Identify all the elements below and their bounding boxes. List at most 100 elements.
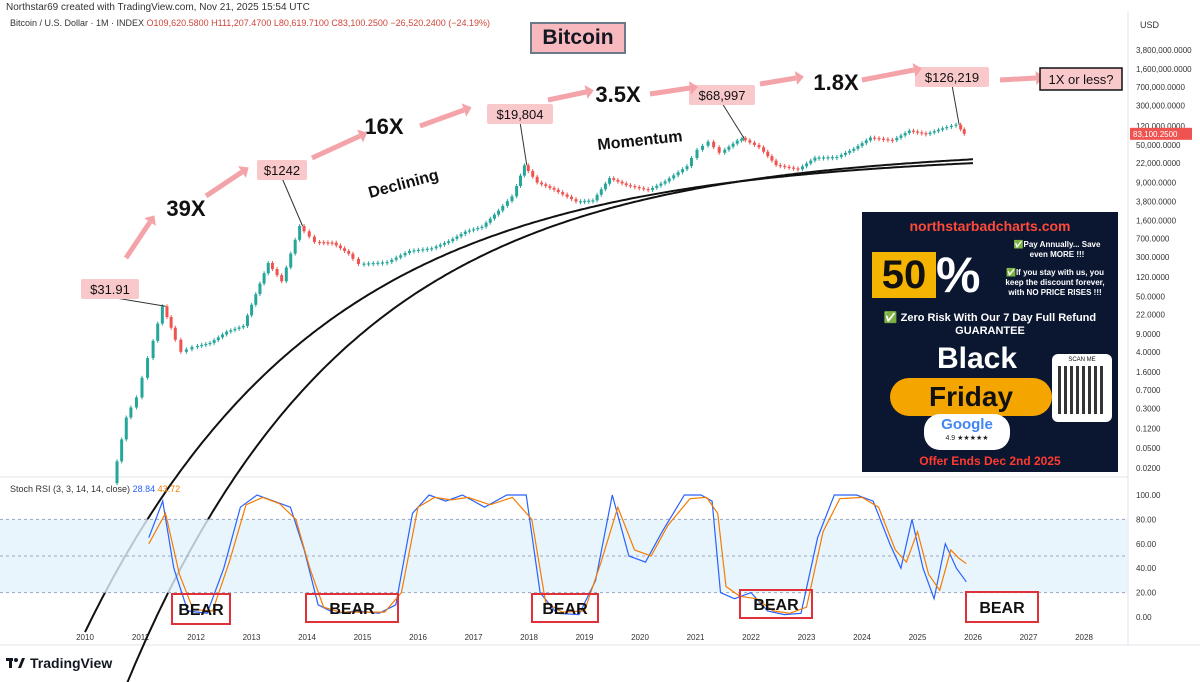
growth-arrow <box>310 133 362 161</box>
candle <box>928 132 932 135</box>
candle <box>302 225 306 232</box>
candle <box>817 157 821 159</box>
candle <box>430 248 434 250</box>
candle <box>362 263 366 265</box>
growth-arrowhead <box>584 85 594 99</box>
currency-label[interactable]: USD <box>1140 20 1160 30</box>
candle <box>515 185 519 197</box>
rsi-tick-label: 60.00 <box>1136 540 1157 549</box>
current-price-label: 83,100.2500 <box>1133 130 1178 139</box>
time-tick-label: 2012 <box>187 633 205 642</box>
multiple-label: 16X <box>364 114 403 139</box>
growth-arrow <box>419 107 465 129</box>
candle <box>399 255 403 258</box>
candle <box>173 327 177 340</box>
candle <box>455 236 459 239</box>
peak-label-box <box>487 104 553 124</box>
candle <box>574 199 578 202</box>
candle <box>748 140 752 143</box>
ad-google-badge: Google 4.9 ★★★★★ <box>924 414 1010 450</box>
candle <box>120 439 124 462</box>
promo-ad[interactable]: northstarbadcharts.com 50 % ✅Pay Annuall… <box>862 212 1118 472</box>
candle <box>376 262 380 264</box>
growth-arrowhead <box>144 215 156 226</box>
bear-label: BEAR <box>753 597 799 614</box>
candle <box>805 163 809 167</box>
time-tick-label: 2023 <box>798 633 816 642</box>
candle <box>757 144 761 148</box>
rsi-tick-label: 0.00 <box>1136 613 1152 622</box>
candle <box>229 330 233 332</box>
candle <box>743 137 747 141</box>
candle <box>467 230 471 232</box>
time-tick-label: 2027 <box>1020 633 1038 642</box>
candle <box>570 196 574 200</box>
candle <box>932 131 936 133</box>
time-tick-label: 2013 <box>243 633 261 642</box>
candle <box>864 140 868 144</box>
ad-scan-label: SCAN ME <box>1068 357 1096 363</box>
candle <box>852 148 856 151</box>
candle <box>484 222 488 227</box>
price-tick-label: 0.1200 <box>1136 425 1161 434</box>
candle <box>770 156 774 161</box>
candle <box>416 249 420 252</box>
rsi-legend: Stoch RSI (3, 3, 14, 14, close) 28.84 43… <box>10 484 180 494</box>
candle <box>190 346 194 350</box>
candle <box>412 250 416 252</box>
candle <box>421 249 425 251</box>
ad-fifty: 50 <box>872 252 936 298</box>
candle <box>752 142 756 145</box>
candle <box>646 189 650 191</box>
rsi-d-value: 43.72 <box>157 484 181 494</box>
candle <box>941 128 945 130</box>
ad-offer-end: Offer Ends Dec 2nd 2025 <box>919 454 1061 468</box>
ad-site: northstarbadcharts.com <box>909 218 1071 234</box>
declining-lower-curve <box>126 158 974 682</box>
candle <box>860 143 864 146</box>
rsi-name[interactable]: Stoch RSI (3, 3, 14, 14, close) <box>10 484 131 494</box>
candle <box>561 192 565 195</box>
candle <box>587 200 591 202</box>
ad-line1: ✅Pay Annually... Save even MORE !!! <box>1013 240 1101 259</box>
candle <box>318 241 322 244</box>
symbol-name[interactable]: Bitcoin / U.S. Dollar · 1M · INDEX <box>10 18 145 28</box>
time-tick-label: 2011 <box>132 633 150 642</box>
candle <box>204 343 208 346</box>
peak-price-label: $68,997 <box>699 88 746 103</box>
chart-title: Bitcoin <box>530 22 626 54</box>
growth-arrow <box>759 75 797 87</box>
candle <box>583 200 587 203</box>
bear-label: BEAR <box>178 602 224 619</box>
candle <box>552 187 556 190</box>
candle <box>778 165 782 167</box>
price-tick-label: 0.0200 <box>1136 464 1161 473</box>
candle <box>890 139 894 141</box>
peak-label-box <box>689 85 755 105</box>
candle <box>451 238 455 242</box>
candle <box>208 342 212 345</box>
candle <box>762 147 766 152</box>
candle <box>903 133 907 136</box>
candle <box>612 178 616 180</box>
time-tick-label: 2020 <box>631 633 649 642</box>
candle <box>522 165 526 176</box>
price-tick-label: 4.0000 <box>1136 348 1161 357</box>
peak-label-box <box>81 279 139 299</box>
time-tick-label: 2010 <box>76 633 94 642</box>
candle <box>701 145 705 150</box>
tradingview-logo[interactable]: TradingView <box>6 655 112 671</box>
candle <box>280 275 284 282</box>
time-tick-label: 2014 <box>298 633 316 642</box>
candle <box>540 182 544 185</box>
candle <box>510 196 514 202</box>
candle <box>599 189 603 195</box>
candle <box>962 129 966 134</box>
qr-card[interactable]: SCAN ME <box>1052 354 1112 422</box>
candle <box>237 327 241 329</box>
peak-label-box <box>915 67 989 87</box>
candle <box>739 139 743 141</box>
candle <box>298 225 302 240</box>
candle <box>651 187 655 191</box>
